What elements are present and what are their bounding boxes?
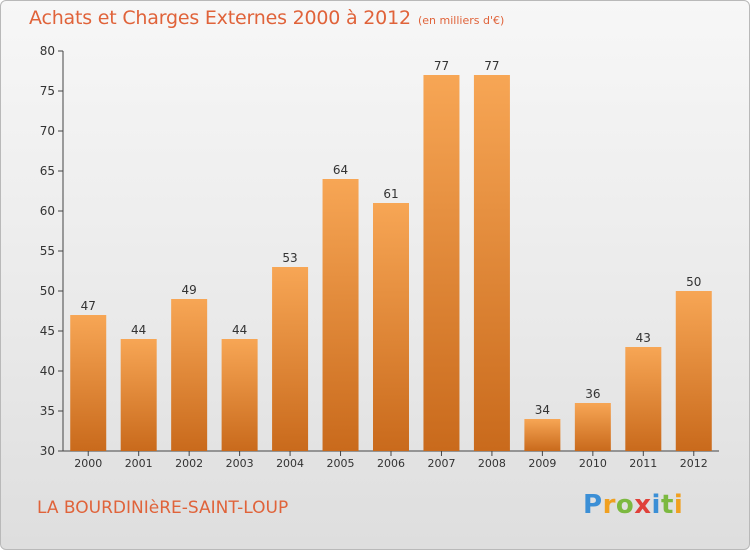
y-tick-label: 45 xyxy=(40,324,55,338)
bar-value-label: 49 xyxy=(182,283,197,297)
chart-subtitle: (en milliers d'€) xyxy=(418,14,505,27)
bar-value-label: 77 xyxy=(484,59,499,73)
bar-2003 xyxy=(221,339,258,451)
y-tick-label: 70 xyxy=(40,124,55,138)
bar-2011 xyxy=(625,347,662,451)
bar-2010 xyxy=(574,403,611,451)
y-tick-label: 35 xyxy=(40,404,55,418)
y-tick-label: 40 xyxy=(40,364,55,378)
bar-value-label: 64 xyxy=(333,163,348,177)
x-tick-label: 2008 xyxy=(478,457,506,470)
bar-2012 xyxy=(675,291,712,451)
bar-value-label: 34 xyxy=(535,403,550,417)
y-tick-label: 55 xyxy=(40,244,55,258)
x-tick-label: 2011 xyxy=(629,457,657,470)
chart-title: Achats et Charges Externes 2000 à 2012 xyxy=(29,7,411,29)
y-tick-label: 80 xyxy=(40,44,55,58)
proxiti-logo[interactable]: Proxiti xyxy=(583,490,684,520)
bar-2001 xyxy=(120,339,157,451)
x-tick-label: 2006 xyxy=(377,457,405,470)
bar-value-label: 36 xyxy=(585,387,600,401)
bar-value-label: 43 xyxy=(636,331,651,345)
bar-2009 xyxy=(524,419,561,451)
y-tick-label: 30 xyxy=(40,444,55,458)
x-tick-label: 2001 xyxy=(125,457,153,470)
x-axis: 2000 2001 2002 2003 2004 2005 2006 2007 2008 2009… xyxy=(63,450,719,470)
bar-value-label: 50 xyxy=(686,275,701,289)
x-tick-label: 2004 xyxy=(276,457,304,470)
bar-value-label: 53 xyxy=(282,251,297,265)
x-tick-label: 2005 xyxy=(327,457,355,470)
bar-2007 xyxy=(423,75,460,451)
x-tick-label: 2009 xyxy=(528,457,556,470)
y-tick-label: 60 xyxy=(40,204,55,218)
bar-value-label: 44 xyxy=(131,323,146,337)
x-tick-label: 2007 xyxy=(427,457,455,470)
y-tick-label: 50 xyxy=(40,284,55,298)
bar-2002 xyxy=(171,299,208,451)
commune-name: LA BOURDINIèRE-SAINT-LOUP xyxy=(37,498,289,518)
bar-value-label: 47 xyxy=(81,299,96,313)
bar-2006 xyxy=(373,203,409,451)
bars: 47 44 49 44 53 64 61 77 77 34 36 43 50 xyxy=(70,59,712,451)
y-axis: 30 35 40 45 50 55 60 65 70 75 80 xyxy=(40,44,64,458)
y-tick-label: 75 xyxy=(40,84,55,98)
bar-value-label: 61 xyxy=(383,187,398,201)
y-tick-label: 65 xyxy=(40,164,55,178)
x-tick-label: 2010 xyxy=(579,457,607,470)
bar-2005 xyxy=(322,179,359,451)
x-tick-label: 2012 xyxy=(680,457,708,470)
x-tick-label: 2000 xyxy=(74,457,102,470)
bar-value-label: 44 xyxy=(232,323,247,337)
bar-2008 xyxy=(473,75,510,451)
x-tick-label: 2003 xyxy=(226,457,254,470)
x-tick-label: 2002 xyxy=(175,457,203,470)
bar-value-label: 77 xyxy=(434,59,449,73)
bar-2000 xyxy=(70,315,107,451)
bar-2004 xyxy=(272,267,309,451)
